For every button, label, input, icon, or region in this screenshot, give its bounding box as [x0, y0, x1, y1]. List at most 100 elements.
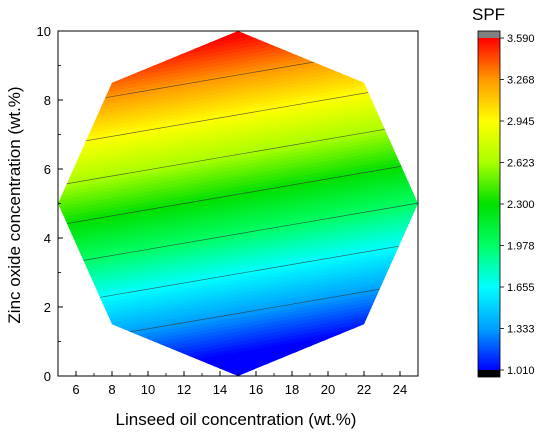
contour-band: [58, 213, 418, 280]
contour-band: [58, 220, 418, 287]
contour-band: [58, 258, 418, 325]
contour-band: [58, 223, 418, 290]
contour-band: [58, 254, 418, 321]
contour-band: [58, 134, 418, 201]
colorbar-tick-label: 2.623: [507, 158, 535, 170]
contour-fill: [58, 31, 418, 376]
contour-band: [58, 216, 418, 283]
colorbar-tick-label: 1.978: [507, 241, 535, 253]
x-tick-label: 14: [213, 382, 227, 397]
contour-band: [58, 278, 418, 346]
contour-band: [58, 78, 418, 145]
x-tick-label: 16: [249, 382, 263, 397]
y-axis-ticks: 0 2 4 6 8 10: [37, 24, 63, 384]
contour-band: [58, 165, 418, 232]
contour-band: [58, 206, 418, 273]
contour-band: [58, 158, 418, 225]
colorbar-tick-label: 1.333: [507, 324, 535, 336]
x-axis-ticks: 6 8 10 12 14 16 18 20 22 24: [72, 371, 407, 397]
contour-band: [58, 234, 418, 301]
contour-band: [58, 89, 418, 156]
x-tick-label: 10: [141, 382, 155, 397]
contour-band: [58, 261, 418, 328]
contour-band: [58, 151, 418, 218]
colorbar-title: SPF: [472, 5, 505, 24]
contour-band: [58, 230, 418, 297]
x-axis-label: Linseed oil concentration (wt.%): [116, 410, 357, 429]
contour-band: [58, 109, 418, 177]
contour-band: [58, 227, 418, 294]
colorbar-tick-label: 3.268: [507, 75, 535, 87]
x-tick-label: 24: [393, 382, 407, 397]
x-tick-label: 20: [321, 382, 335, 397]
contour-band: [58, 99, 418, 166]
y-axis-label: Zinc oxide concentration (wt.%): [5, 86, 24, 323]
contour-band: [58, 127, 418, 194]
x-tick-label: 18: [285, 382, 299, 397]
contour-band: [58, 196, 418, 263]
colorbar-ticks: 3.590 3.268 2.945 2.623 2.300 1.978 1.655 1.333…: [500, 33, 535, 377]
contour-line: [58, 202, 418, 266]
contour-band: [58, 58, 418, 125]
contour-line: [58, 242, 418, 305]
colorbar-tick-label: 3.590: [507, 33, 535, 45]
colorbar-tick-label: 2.945: [507, 116, 535, 128]
contour-band: [58, 116, 418, 183]
contour-band: [58, 106, 418, 173]
contour-band: [58, 185, 418, 252]
contour-band: [58, 96, 418, 163]
contour-band: [58, 123, 418, 190]
contour-band: [58, 182, 418, 249]
colorbar-overflow-swatch: [478, 31, 500, 38]
contour-line: [58, 123, 418, 186]
x-tick-label: 12: [177, 382, 191, 397]
contour-band: [58, 265, 418, 332]
contour-band: [58, 65, 418, 132]
contour-band: [58, 251, 418, 318]
x-tick-label: 8: [108, 382, 115, 397]
contour-line: [58, 163, 418, 226]
x-tick-label: 22: [357, 382, 371, 397]
contour-band: [58, 68, 418, 135]
contour-band: [58, 189, 418, 256]
contour-band: [58, 103, 418, 170]
colorbar-tick-label: 1.010: [507, 365, 535, 377]
contour-band: [58, 31, 418, 32]
contour-band: [58, 244, 418, 311]
colorbar-underflow-swatch: [478, 370, 500, 377]
colorbar: SPF 3.590 3.268 2.945 2.623 2.300 1.978 1.655 1…: [472, 5, 535, 378]
y-tick-label: 0: [44, 369, 51, 384]
contour-band: [58, 203, 418, 270]
contour-band: [58, 192, 418, 259]
contour-band: [58, 209, 418, 277]
contour-band: [58, 282, 418, 349]
colorbar-gradient-bar: [478, 38, 500, 370]
contour-band: [58, 130, 418, 197]
x-tick-label: 6: [72, 382, 79, 397]
contour-band: [58, 61, 418, 128]
contour-band: [58, 275, 418, 342]
contour-band: [58, 237, 418, 304]
y-tick-label: 2: [44, 300, 51, 315]
contour-band: [58, 285, 418, 352]
y-tick-label: 6: [44, 162, 51, 177]
contour-band: [58, 161, 418, 228]
contour-band: [58, 247, 418, 315]
contour-band: [58, 140, 418, 208]
contour-band: [58, 85, 418, 152]
contour-band: [58, 175, 418, 242]
y-tick-label: 4: [44, 231, 51, 246]
contour-band: [58, 168, 418, 235]
colorbar-tick-label: 1.655: [507, 282, 535, 294]
contour-band: [58, 268, 418, 335]
contour-band: [58, 172, 418, 239]
y-tick-label: 10: [37, 24, 51, 39]
contour-band: [58, 113, 418, 180]
contour-band: [58, 31, 418, 35]
contour-band: [58, 289, 418, 356]
contour-band: [58, 147, 418, 214]
colorbar-tick-label: 2.300: [507, 199, 535, 211]
contour-band: [58, 144, 418, 211]
